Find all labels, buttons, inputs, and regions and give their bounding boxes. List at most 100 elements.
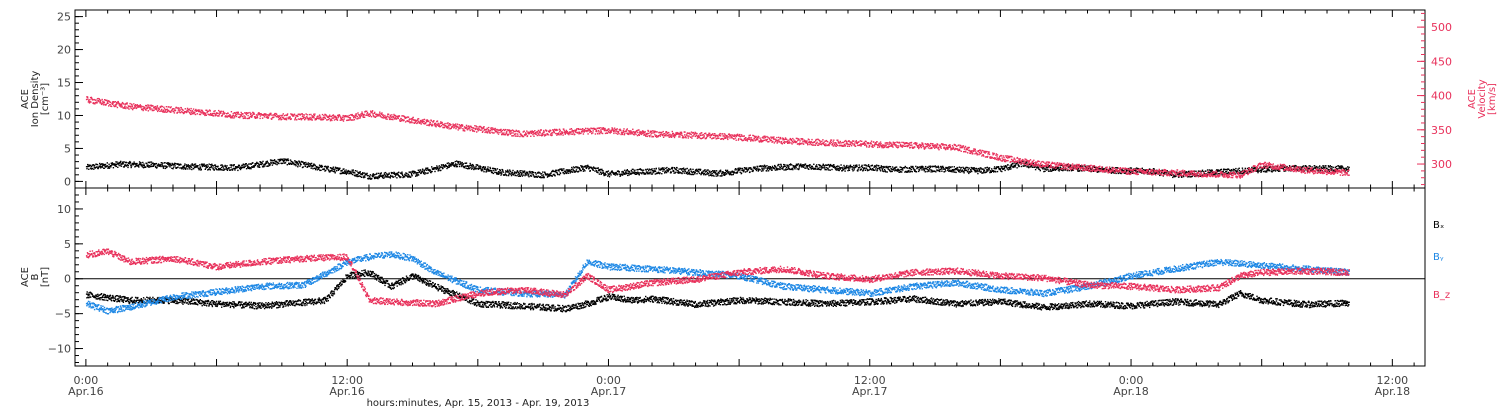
velocity-series-point — [286, 119, 287, 120]
velocity-series-point — [210, 110, 211, 111]
velocity-series-point — [175, 110, 176, 111]
density-series-point — [425, 172, 426, 173]
density-series-point — [276, 161, 277, 162]
velocity-series-point — [284, 115, 285, 116]
density-series-point — [250, 168, 251, 169]
density-series-point — [958, 169, 959, 170]
velocity-series-point — [186, 111, 187, 112]
density-series-point — [731, 174, 732, 175]
density-series-point — [753, 170, 754, 171]
density-series-point — [635, 172, 636, 173]
velocity-series-point — [205, 113, 206, 114]
velocity-series-point — [411, 120, 412, 121]
density-series-point — [400, 176, 401, 177]
density-series-point — [183, 168, 184, 169]
density-series-point — [617, 173, 618, 174]
density-series-point — [842, 167, 843, 168]
velocity-series-point — [527, 135, 528, 136]
velocity-series-point — [323, 115, 324, 116]
density-series-point — [619, 171, 620, 172]
velocity-series-point — [238, 114, 239, 115]
density-series-point — [912, 166, 913, 167]
density-series-point — [511, 175, 512, 176]
density-series-point — [721, 175, 722, 176]
velocity-series-point — [334, 119, 335, 120]
velocity-series-point — [319, 117, 320, 118]
density-series-point — [116, 166, 117, 167]
velocity-series-point — [102, 99, 103, 100]
density-series-point — [908, 170, 909, 171]
velocity-series-point — [354, 119, 355, 120]
velocity-series-point — [530, 136, 531, 137]
density-series-point — [1347, 166, 1348, 167]
density-series-point — [528, 174, 529, 175]
velocity-series-point — [372, 113, 373, 114]
density-series-point — [164, 162, 165, 163]
velocity-series-point — [117, 107, 118, 108]
density-series-point — [483, 166, 484, 167]
velocity-series-point — [163, 110, 164, 111]
density-series-point — [996, 168, 997, 169]
density-series-point — [844, 166, 845, 167]
density-series-point — [568, 173, 569, 174]
velocity-series-point — [280, 117, 281, 118]
density-series-point — [97, 164, 98, 165]
velocity-series-point — [309, 114, 310, 115]
density-series-point — [848, 167, 849, 168]
density-series-point — [1142, 168, 1143, 169]
density-series-point — [231, 165, 232, 166]
density-series-point — [997, 171, 998, 172]
velocity-series-point — [198, 109, 199, 110]
velocity-series-point — [560, 130, 561, 131]
density-series-point — [954, 171, 955, 172]
density-series-point — [312, 168, 313, 169]
density-series-point — [552, 176, 553, 177]
density-series-point — [847, 170, 848, 171]
velocity-series-point — [409, 118, 410, 119]
density-series-point — [859, 166, 860, 167]
density-series-point — [1062, 170, 1063, 171]
velocity-series-point — [287, 113, 288, 114]
density-series-point — [929, 168, 930, 169]
velocity-series-point — [448, 125, 449, 126]
density-series-point — [782, 168, 783, 169]
density-series-point — [700, 169, 701, 170]
density-series-point — [129, 163, 130, 164]
density-series-point — [866, 168, 867, 169]
velocity-series-point — [355, 117, 356, 118]
density-series-point — [313, 165, 314, 166]
density-series-point — [880, 170, 881, 171]
velocity-series-point — [247, 115, 248, 116]
velocity-series-point — [374, 112, 375, 113]
density-series-point — [688, 169, 689, 170]
density-series-point — [110, 166, 111, 167]
density-series-point — [658, 172, 659, 173]
density-series-point — [495, 170, 496, 171]
density-series-point — [461, 166, 462, 167]
density-series-point — [603, 172, 604, 173]
density-series-point — [214, 169, 215, 170]
density-series-point — [1050, 169, 1051, 170]
density-series-point — [659, 172, 660, 173]
density-series-point — [872, 165, 873, 166]
density-series-point — [401, 172, 402, 173]
density-series-point — [687, 168, 688, 169]
density-series-point — [815, 168, 816, 169]
velocity-series-point — [236, 116, 237, 117]
density-series-point — [91, 166, 92, 167]
density-series-point — [646, 169, 647, 170]
velocity-series-point — [405, 121, 406, 122]
velocity-series-point — [575, 132, 576, 133]
density-series-point — [631, 171, 632, 172]
velocity-series-point — [121, 105, 122, 106]
density-series-point — [605, 173, 606, 174]
density-series-point — [836, 169, 837, 170]
velocity-series-point — [366, 111, 367, 112]
velocity-series-point — [589, 128, 590, 129]
density-series-point — [160, 164, 161, 165]
density-series-point — [475, 166, 476, 167]
density-series-point — [1226, 171, 1227, 172]
density-series-point — [963, 168, 964, 169]
density-series-point — [810, 164, 811, 165]
density-series-point — [280, 160, 281, 161]
